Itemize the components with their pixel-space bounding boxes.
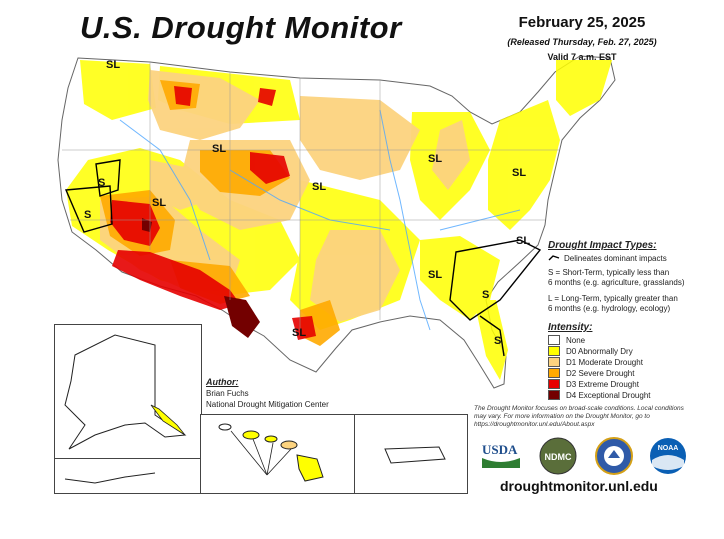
intensity-legend-heading: Intensity: xyxy=(548,322,593,333)
label-s-ca: S xyxy=(98,177,105,189)
impact-legend-heading: Drought Impact Types: xyxy=(548,240,657,251)
doc-seal-logo[interactable] xyxy=(594,436,634,476)
legend-label: D3 Extreme Drought xyxy=(566,379,639,389)
impact-line-note: Delineates dominant impacts xyxy=(564,254,667,263)
legend-row-none: None xyxy=(548,335,585,345)
label-sl-mi: SL xyxy=(428,153,442,165)
label-sl-ne: SL xyxy=(512,167,526,179)
alaska-map xyxy=(64,334,187,450)
label-sl-nw: SL xyxy=(106,59,120,71)
legend-label: None xyxy=(566,335,586,345)
author-heading: Author: xyxy=(206,377,239,387)
legend-row-d3: D3 Extreme Drought xyxy=(548,379,639,389)
legend-swatch xyxy=(548,346,560,356)
usda-logo[interactable]: USDA xyxy=(480,440,522,470)
valid-time: Valid 7 a.m. EST xyxy=(547,52,617,62)
long-term-line1: L = Long-Term, typically greater than xyxy=(548,294,678,303)
ndmc-logo-text: NDMC xyxy=(545,452,572,462)
impact-lines xyxy=(64,159,542,357)
legend-row-d1: D1 Moderate Drought xyxy=(548,357,643,367)
website-link[interactable]: droughtmonitor.unl.edu xyxy=(500,478,658,494)
usda-logo-text: USDA xyxy=(482,442,518,457)
map-date: February 25, 2025 xyxy=(518,14,646,31)
legend-swatch xyxy=(548,368,560,378)
page-title: U.S. Drought Monitor xyxy=(80,10,402,45)
alaska-aleutian-inset xyxy=(54,458,202,494)
ndmc-logo[interactable]: NDMC xyxy=(538,436,578,476)
author-org: National Drought Mitigation Center xyxy=(206,400,329,409)
legend-swatch xyxy=(548,357,560,367)
legend-label: D1 Moderate Drought xyxy=(566,357,643,367)
label-sl-south: SL xyxy=(428,269,442,281)
short-term-line2: 6 months (e.g. agriculture, grasslands) xyxy=(548,278,685,287)
label-sl-se: SL xyxy=(516,235,530,247)
release-date: (Released Thursday, Feb. 27, 2025) xyxy=(507,37,657,47)
label-sl-tx: SL xyxy=(292,327,306,339)
legend-swatch xyxy=(548,379,560,389)
label-sl-rockies: SL xyxy=(212,143,226,155)
author-name: Brian Fuchs xyxy=(206,389,249,398)
puerto-rico-map xyxy=(384,446,446,464)
disclaimer-note: The Drought Monitor focuses on broad-sca… xyxy=(474,405,684,428)
noaa-logo[interactable]: NOAA xyxy=(648,436,688,476)
puerto-rico-inset xyxy=(354,414,468,494)
legend-row-d4: D4 Exceptional Drought xyxy=(548,390,651,400)
impact-line-symbol xyxy=(548,255,560,261)
d3-areas xyxy=(110,86,316,340)
state-borders xyxy=(62,62,560,330)
label-s-fl: S xyxy=(494,335,501,347)
noaa-logo-text: NOAA xyxy=(658,445,679,452)
legend-swatch xyxy=(548,335,560,345)
hawaii-inset xyxy=(200,414,356,494)
long-term-line2: 6 months (e.g. hydrology, ecology) xyxy=(548,304,671,313)
label-sl-sw: SL xyxy=(152,197,166,209)
label-sl-plains: SL xyxy=(312,181,326,193)
d4-areas xyxy=(142,218,260,338)
legend-label: D0 Abnormally Dry xyxy=(566,346,633,356)
short-term-line1: S = Short-Term, typically less than xyxy=(548,268,670,277)
legend-swatch xyxy=(548,390,560,400)
label-s-ga: S xyxy=(482,289,489,301)
legend-row-d2: D2 Severe Drought xyxy=(548,368,634,378)
hawaii-map xyxy=(218,423,324,482)
legend-row-d0: D0 Abnormally Dry xyxy=(548,346,633,356)
legend-label: D2 Severe Drought xyxy=(566,368,635,378)
legend-label: D4 Exceptional Drought xyxy=(566,390,651,400)
rivers xyxy=(119,109,521,331)
label-s-ca2: S xyxy=(84,209,91,221)
alaska-inset xyxy=(54,324,202,460)
